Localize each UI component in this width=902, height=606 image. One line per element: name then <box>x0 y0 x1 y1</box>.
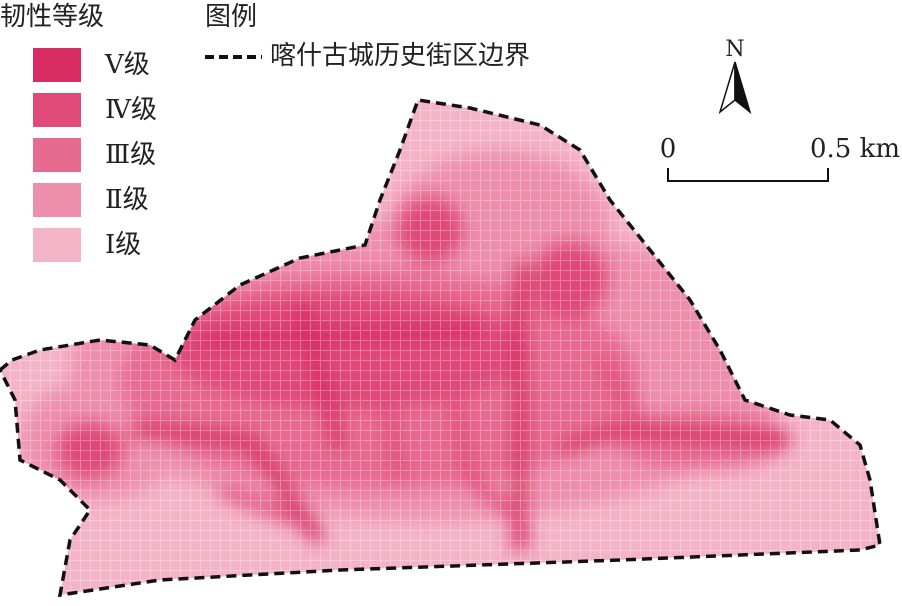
scale-end: 0.5 km <box>810 134 900 164</box>
legend-swatch <box>33 93 81 127</box>
legend-label: Ⅱ级 <box>105 185 149 215</box>
scale-bar <box>667 168 829 182</box>
legend-label: Ⅲ级 <box>105 140 156 170</box>
legend-title: 韧性等级 <box>0 2 104 32</box>
legend: Ⅴ级 Ⅳ级 Ⅲ级 Ⅱ级 Ⅰ级 <box>33 48 157 262</box>
legend-label: Ⅳ级 <box>105 95 157 125</box>
legend-swatch <box>33 228 81 262</box>
legend-swatch <box>33 138 81 172</box>
north-label: N <box>725 37 744 62</box>
north-arrow <box>734 61 752 115</box>
legend-label: Ⅰ级 <box>105 230 141 260</box>
key-title: 图例 <box>205 2 257 32</box>
legend-swatch <box>33 183 81 217</box>
legend-swatch <box>33 48 81 82</box>
scale-start: 0 <box>660 134 677 164</box>
north-arrow <box>718 61 736 115</box>
boundary-label: 喀什古城历史街区边界 <box>270 41 530 71</box>
legend-label: Ⅴ级 <box>104 50 150 80</box>
